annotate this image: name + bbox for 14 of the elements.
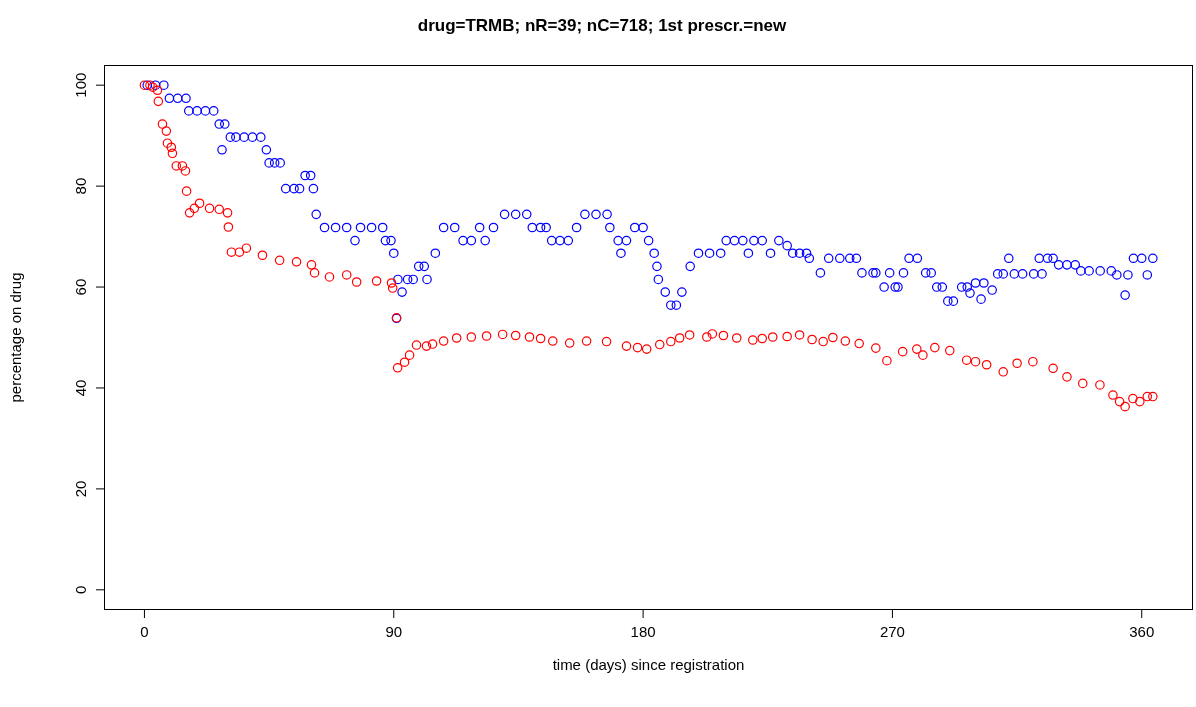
y-tick-label: 40 xyxy=(72,379,89,397)
x-tick-label: 360 xyxy=(1129,622,1155,640)
chart-title: drug=TRMB; nR=39; nC=718; 1st prescr.=new xyxy=(416,16,788,36)
y-tick-label: 80 xyxy=(72,177,89,195)
y-tick-label: 0 xyxy=(72,585,89,594)
y-tick-label: 100 xyxy=(72,72,89,98)
x-tick-label: 180 xyxy=(630,622,656,640)
y-tick-label: 60 xyxy=(72,278,89,296)
x-tick-label: 90 xyxy=(385,622,403,640)
x-tick-label: 270 xyxy=(879,622,905,640)
y-axis-title: percentage on drug xyxy=(7,272,25,403)
x-tick-label: 0 xyxy=(140,622,149,640)
y-tick-label: 20 xyxy=(72,480,89,498)
x-axis-title: time (days) since registration xyxy=(552,656,745,673)
